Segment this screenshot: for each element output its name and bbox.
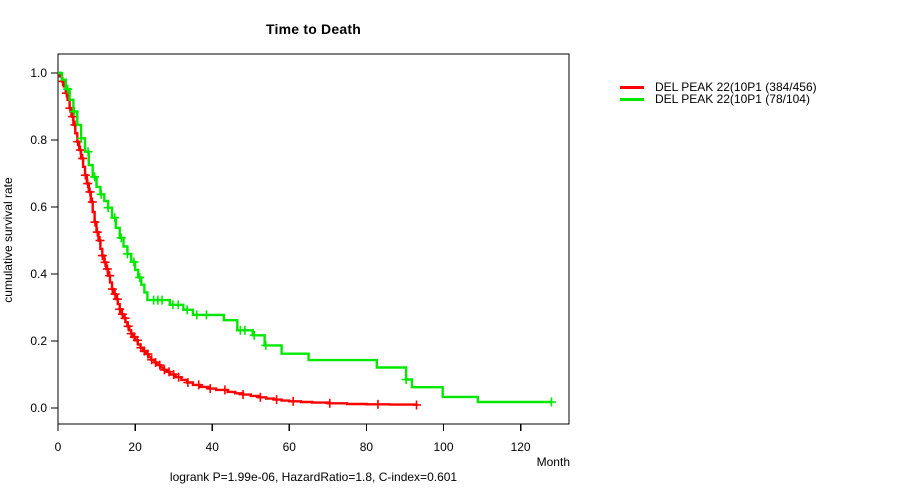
legend: DEL PEAK 22(10P1 (384/456) DEL PEAK 22(10… xyxy=(620,80,817,106)
plot-frame xyxy=(57,53,570,425)
stats-annotation: logrank P=1.99e-06, HazardRatio=1.8, C-i… xyxy=(169,470,458,484)
x-tick-label: 20 xyxy=(128,440,142,454)
x-tick-label: 40 xyxy=(206,440,220,454)
km-curve-1 xyxy=(58,71,418,406)
y-tick-label: 1.0 xyxy=(30,66,47,80)
y-axis-label: cumulative survival rate xyxy=(1,177,15,303)
legend-entry-2: DEL PEAK 22(10P1 (78/104) xyxy=(620,92,817,106)
x-tick-label: 60 xyxy=(283,440,297,454)
y-tick-label: 0.6 xyxy=(30,200,47,214)
legend-line-swatch xyxy=(620,85,644,89)
y-tick-label: 0.8 xyxy=(30,133,47,147)
y-tick-label: 0.0 xyxy=(30,401,47,415)
km-curve-2 xyxy=(58,71,552,404)
legend-line-swatch xyxy=(620,97,644,101)
y-tick-label: 0.2 xyxy=(30,334,47,348)
legend-label: DEL PEAK 22(10P1 (384/456) xyxy=(655,80,817,94)
legend-entry-1: DEL PEAK 22(10P1 (384/456) xyxy=(620,80,817,94)
x-tick-label: 120 xyxy=(511,440,531,454)
x-tick-label: 100 xyxy=(433,440,453,454)
chart-title: Time to Death xyxy=(266,21,361,37)
y-tick-label: 0.4 xyxy=(30,267,47,281)
x-tick-label: 0 xyxy=(55,440,62,454)
x-axis-label: Month xyxy=(537,455,570,469)
legend-label: DEL PEAK 22(10P1 (78/104) xyxy=(655,92,810,106)
x-tick-label: 80 xyxy=(360,440,374,454)
